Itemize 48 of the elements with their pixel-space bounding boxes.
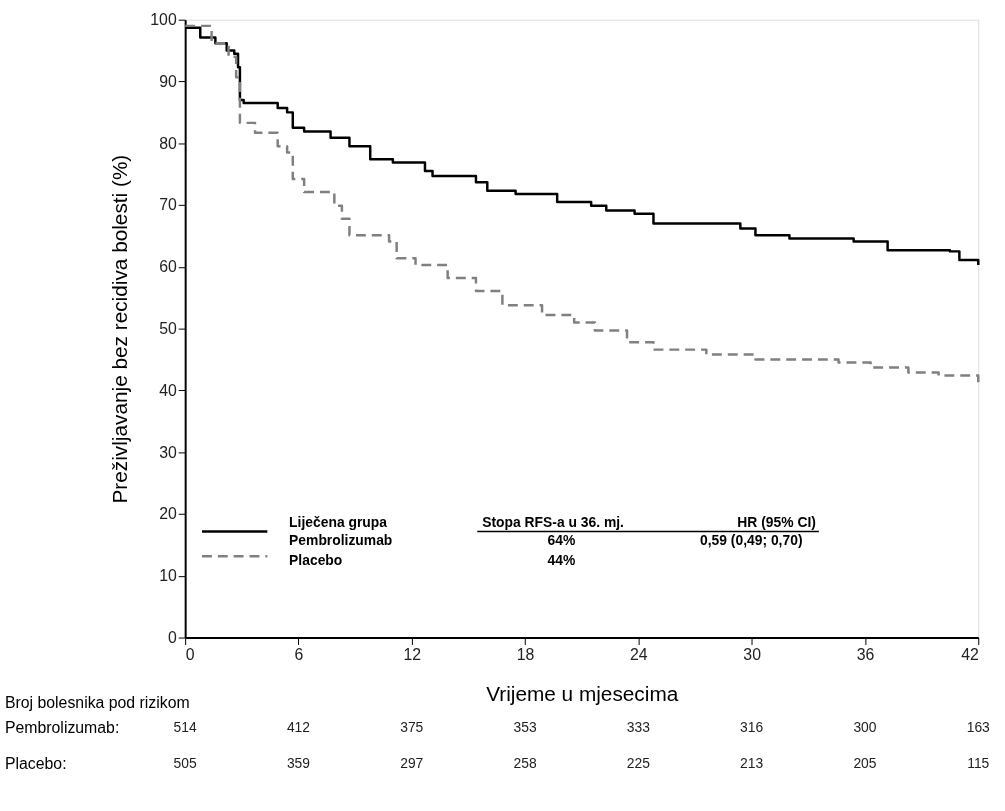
x-tick-label: 24 — [630, 645, 648, 663]
text: 333 — [626, 718, 651, 735]
y-tick-label: 40 — [159, 381, 177, 399]
text: Broj bolesnika pod rizikom — [4, 693, 190, 711]
text: 225 — [626, 755, 651, 772]
y-tick-label: 10 — [159, 567, 177, 585]
y-tick-label: 100 — [150, 11, 177, 29]
text: 205 — [853, 755, 877, 772]
text: 359 — [286, 755, 311, 772]
text: 163 — [966, 718, 991, 735]
annotation: Stopa RFS-a u 36. mj. — [482, 513, 624, 530]
text: 375 — [400, 718, 424, 735]
x-tick-label: 42 — [961, 645, 979, 663]
text: 505 — [173, 755, 198, 772]
text: 297 — [400, 755, 424, 772]
legend-label: Placebo — [289, 552, 343, 569]
y-axis-title: Preživljavanje bez recidiva bolesti (%) — [107, 154, 131, 504]
annotation: 44% — [547, 552, 576, 569]
text: 316 — [740, 718, 764, 735]
text: 213 — [740, 755, 764, 772]
legend-label: Pembrolizumab — [289, 532, 393, 549]
y-tick-label: 90 — [159, 72, 177, 90]
y-tick-label: 30 — [159, 443, 177, 461]
text: 353 — [513, 718, 537, 735]
text: 258 — [513, 755, 537, 772]
x-tick-label: 12 — [403, 645, 422, 663]
y-tick-label: 50 — [159, 320, 177, 338]
y-tick-label: 60 — [159, 258, 177, 276]
annotation: Liječena grupa — [289, 513, 388, 530]
x-tick-label: 18 — [516, 645, 535, 663]
text: Pembrolizumab: — [4, 718, 120, 736]
annotation: HR (95% CI) — [737, 513, 816, 530]
y-tick-label: 0 — [167, 628, 177, 646]
text: 514 — [173, 718, 198, 735]
y-tick-label: 20 — [159, 505, 177, 523]
text: 412 — [286, 718, 311, 735]
x-tick-label: 0 — [185, 645, 195, 663]
x-tick-label: 36 — [856, 645, 875, 663]
annotation: 0,59 (0,49; 0,70) — [700, 532, 803, 549]
y-tick-label: 80 — [159, 134, 177, 152]
x-axis-title: Vrijeme u mjesecima — [486, 682, 679, 706]
annotation: 64% — [547, 532, 576, 549]
text: Placebo: — [4, 755, 67, 773]
text: 300 — [853, 718, 877, 735]
y-tick-label: 70 — [159, 196, 177, 214]
x-tick-label: 6 — [294, 645, 304, 663]
x-tick-label: 30 — [743, 645, 762, 663]
text: 115 — [967, 755, 990, 772]
